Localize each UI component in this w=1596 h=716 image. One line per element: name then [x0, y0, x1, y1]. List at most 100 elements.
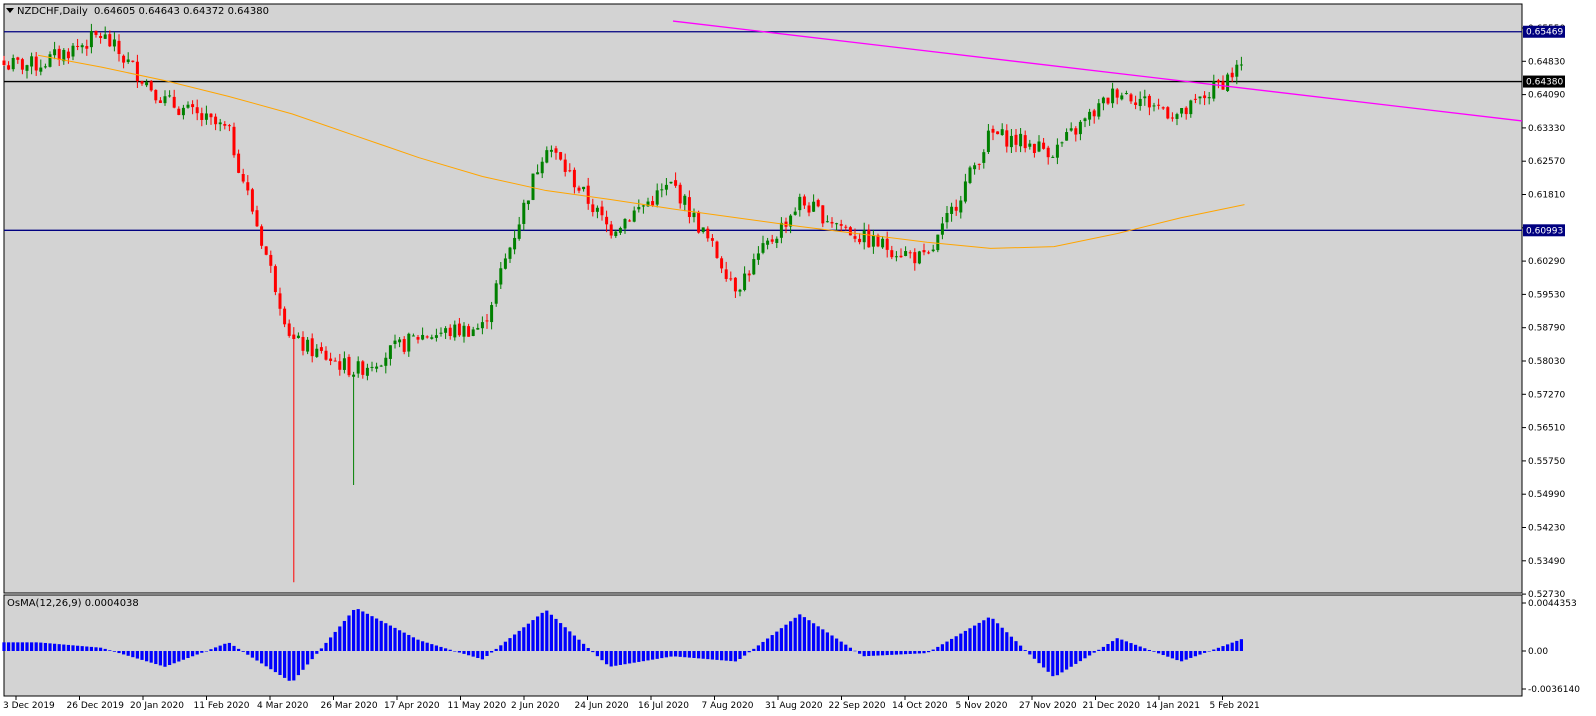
candle-body — [1134, 102, 1138, 105]
candle-body — [830, 221, 834, 224]
y-tick-label: 0.56510 — [1528, 424, 1565, 434]
osma-bar — [43, 642, 47, 651]
x-tick-label: 14 Oct 2020 — [892, 701, 948, 711]
osma-bar — [1051, 651, 1055, 677]
candle-body — [922, 250, 926, 253]
osma-bar — [517, 630, 521, 651]
osma-bar — [1092, 651, 1096, 653]
osma-bar — [1074, 651, 1078, 664]
candle-body — [807, 205, 811, 213]
y-tick-label: 0.54990 — [1528, 490, 1565, 500]
osma-bar — [329, 637, 333, 651]
candle-body — [388, 345, 392, 359]
osma-bar — [982, 620, 986, 651]
candle-body — [250, 189, 254, 212]
menu-triangle-icon[interactable] — [6, 8, 14, 13]
osma-bar — [1216, 647, 1220, 651]
x-tick-label: 4 Mar 2020 — [257, 701, 309, 711]
osma-bar — [39, 642, 43, 651]
osma-bar — [292, 651, 296, 681]
candle-body — [53, 49, 57, 56]
candle-body — [338, 361, 342, 370]
candle-body — [434, 335, 438, 338]
osma-bar — [1212, 649, 1216, 651]
candle-body — [1129, 94, 1133, 102]
osma-bar — [996, 623, 1000, 651]
osma-bar — [632, 651, 636, 663]
osma-bar — [986, 617, 990, 651]
osma-bar — [812, 623, 816, 651]
osma-bar — [448, 649, 452, 651]
candle-body — [692, 212, 696, 218]
osma-bar — [793, 617, 797, 651]
candle-body — [793, 211, 797, 215]
candle-body — [117, 40, 121, 54]
candle-body — [103, 34, 107, 39]
osma-bar — [540, 612, 544, 651]
candle-body — [7, 65, 11, 70]
osma-bar — [1088, 651, 1092, 656]
osma-bar — [641, 651, 645, 662]
osma-bar — [1042, 651, 1046, 668]
osma-bar — [209, 649, 213, 651]
candle-body — [710, 238, 714, 241]
osma-bar — [853, 650, 857, 652]
candle-body — [237, 153, 241, 173]
osma-bar — [301, 651, 305, 670]
osma-bar — [913, 651, 917, 654]
osma-bar — [306, 651, 310, 665]
osma-bar — [963, 630, 967, 651]
osma-bar — [848, 647, 852, 651]
osma-bar — [287, 651, 291, 681]
osma-bar — [1046, 651, 1050, 672]
osma-bar — [319, 648, 323, 651]
candle-body — [646, 201, 650, 207]
candle-body — [835, 223, 839, 225]
candle-body — [1175, 114, 1179, 119]
osma-bar — [917, 651, 921, 654]
osma-bar — [494, 648, 498, 651]
osma-bar — [1226, 644, 1230, 651]
moving-average-line — [37, 54, 1245, 249]
x-tick-label: 26 Mar 2020 — [321, 701, 378, 711]
y-tick-label: 0.63330 — [1528, 124, 1565, 134]
osma-bar — [669, 651, 673, 657]
candle-body — [913, 252, 917, 264]
osma-bar — [646, 651, 650, 661]
osma-bar — [1023, 650, 1027, 651]
candle-body — [862, 230, 866, 243]
candle-body — [365, 367, 369, 376]
candle-body — [108, 34, 112, 47]
y-tick-label: 0.53490 — [1528, 557, 1565, 567]
osma-bar — [163, 651, 167, 667]
candle-body — [1009, 135, 1013, 148]
candle-body — [158, 100, 162, 103]
trendline[interactable] — [672, 20, 1523, 122]
candle-body — [1216, 80, 1220, 83]
candle-body — [733, 277, 737, 292]
candle-body — [1060, 142, 1064, 144]
candle-body — [25, 65, 29, 71]
osma-bar — [237, 648, 241, 651]
osma-bar — [789, 621, 793, 651]
x-tick-label: 16 Jul 2020 — [638, 701, 689, 711]
candle-body — [89, 31, 93, 48]
main-plot-area[interactable] — [3, 3, 1523, 594]
osma-bar — [402, 632, 406, 651]
osma-bar — [835, 638, 839, 651]
osma-bar — [370, 616, 374, 651]
osma-bar — [315, 651, 319, 654]
candle-body — [968, 167, 972, 183]
candle-body — [421, 334, 425, 340]
candle-body — [701, 227, 705, 232]
candle-body — [94, 30, 98, 35]
candle-body — [398, 339, 402, 343]
candle-body — [752, 259, 756, 275]
osma-bar — [885, 651, 889, 656]
osma-bar — [1083, 651, 1087, 659]
candle-body — [876, 235, 880, 247]
candle-body — [977, 163, 981, 165]
x-tick-label: 20 Jan 2020 — [130, 701, 184, 711]
osma-bar — [122, 651, 126, 655]
